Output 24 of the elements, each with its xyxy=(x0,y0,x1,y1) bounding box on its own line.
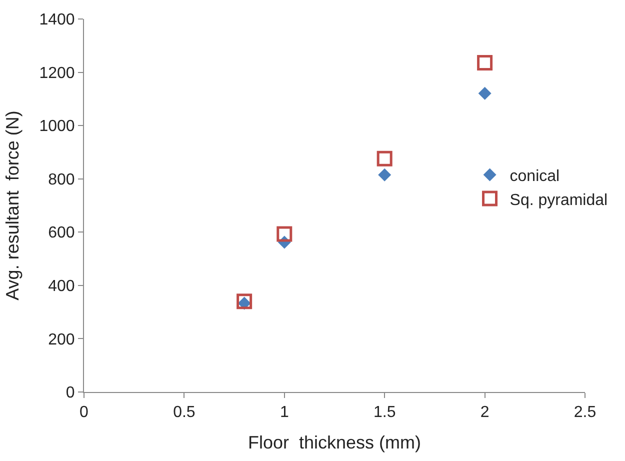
x-tick-label: 1 xyxy=(280,404,289,422)
y-tick-label: 1200 xyxy=(39,64,75,82)
point xyxy=(376,150,392,166)
x-tick-label: 0 xyxy=(80,404,89,422)
point xyxy=(276,226,292,242)
x-axis-title: Floor thickness (mm) xyxy=(248,432,422,452)
point xyxy=(477,54,493,70)
y-tick-label: 200 xyxy=(48,331,75,348)
y-tick-label: 1400 xyxy=(39,12,75,29)
point xyxy=(378,168,392,182)
x-tick-label: 0.5 xyxy=(173,404,196,422)
y-tick-label: 0 xyxy=(66,384,75,402)
point xyxy=(478,86,492,100)
y-tick-label: 800 xyxy=(48,171,75,188)
y-tick-label: 600 xyxy=(48,224,75,242)
y-tick-label: 1000 xyxy=(39,118,75,136)
point xyxy=(236,294,252,310)
x-tick-label: 2 xyxy=(480,404,490,422)
y-tick-label: 400 xyxy=(48,278,75,296)
x-tick-label: 1.5 xyxy=(373,404,396,422)
legend-label: Sq. pyramidal xyxy=(510,192,608,209)
legend-label: conical xyxy=(510,168,560,185)
y-axis-title: Avg. resultant force (N) xyxy=(2,110,22,300)
x-tick-label: 2.5 xyxy=(574,404,596,422)
